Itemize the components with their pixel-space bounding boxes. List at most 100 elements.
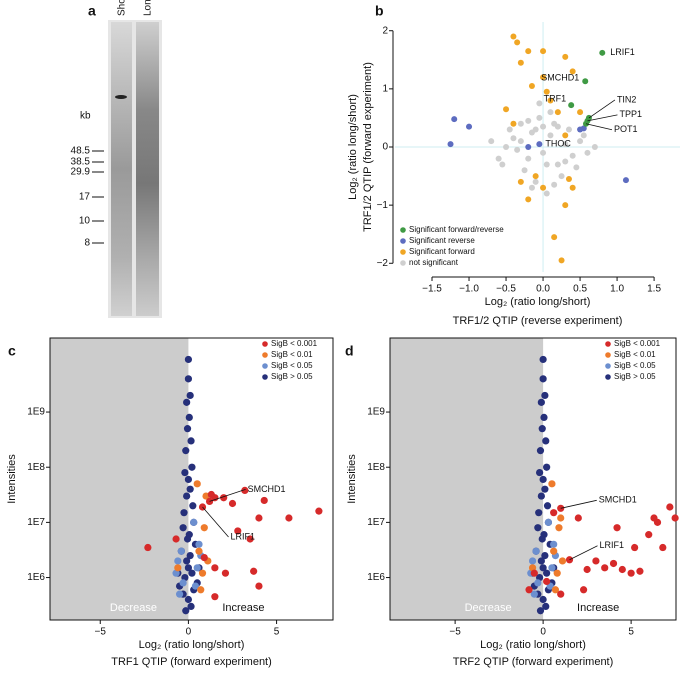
data-point bbox=[537, 398, 545, 406]
data-point bbox=[645, 531, 653, 539]
point-label: TPP1 bbox=[619, 109, 642, 119]
data-point bbox=[532, 547, 540, 555]
data-point bbox=[532, 173, 539, 180]
data-point bbox=[558, 173, 565, 180]
legend-label: SigB < 0.01 bbox=[271, 350, 313, 359]
data-point bbox=[554, 123, 561, 130]
legend-label: Significant forward bbox=[409, 247, 475, 256]
data-point bbox=[517, 120, 524, 127]
y-tick-label: 1E9 bbox=[27, 407, 45, 418]
data-point bbox=[551, 234, 558, 241]
point-label: SMCHD1 bbox=[248, 484, 286, 494]
annotation: Increase bbox=[577, 602, 619, 614]
x-axis-title: Log₂ (ratio long/short) bbox=[480, 639, 586, 651]
data-point bbox=[599, 49, 606, 56]
x-tick-label: −0.5 bbox=[496, 284, 516, 295]
data-point bbox=[539, 595, 547, 604]
data-point bbox=[562, 53, 569, 60]
data-point bbox=[528, 129, 535, 136]
shaded-region bbox=[50, 338, 189, 620]
data-point bbox=[466, 123, 473, 130]
marker-label: 48.5 bbox=[71, 146, 91, 157]
data-point bbox=[550, 540, 558, 548]
data-point bbox=[541, 551, 549, 560]
data-point bbox=[568, 102, 575, 109]
data-point bbox=[521, 167, 528, 174]
legend-marker bbox=[605, 363, 611, 369]
shaded-region bbox=[390, 338, 544, 620]
x-tick-label: 0.5 bbox=[573, 284, 587, 295]
point-label: LRIF1 bbox=[231, 531, 256, 541]
data-point bbox=[548, 564, 556, 572]
data-point bbox=[234, 527, 242, 535]
x-tick-label: −1.5 bbox=[422, 284, 442, 295]
marker-label: 29.9 bbox=[71, 167, 91, 178]
data-point bbox=[653, 518, 662, 526]
data-point bbox=[510, 120, 517, 127]
data-point bbox=[503, 144, 510, 150]
legend-marker bbox=[400, 249, 406, 255]
plot-frame bbox=[49, 337, 334, 621]
data-point bbox=[627, 569, 635, 577]
data-point bbox=[543, 463, 551, 471]
lane-label: Long bbox=[143, 0, 154, 16]
data-point bbox=[451, 116, 458, 123]
data-point bbox=[537, 557, 545, 565]
data-point bbox=[525, 155, 532, 162]
data-point bbox=[609, 559, 618, 568]
y-tick-label: 1E6 bbox=[27, 572, 45, 583]
marker-label: 17 bbox=[79, 192, 91, 203]
scatter-panel: d −5 0 5 1E6 1E7 1E8 1E9 Log₂ (ratio long/short)… bbox=[345, 337, 679, 668]
panel-label: d bbox=[345, 343, 354, 359]
data-point bbox=[181, 468, 189, 477]
data-point bbox=[536, 607, 545, 615]
y-tick-label: 1E9 bbox=[367, 407, 385, 418]
x-tick-label: 0 bbox=[540, 627, 546, 638]
data-point bbox=[553, 569, 561, 577]
data-point bbox=[557, 590, 565, 598]
gel-spot bbox=[115, 95, 127, 99]
data-point bbox=[580, 586, 588, 594]
data-point bbox=[555, 524, 563, 532]
legend-marker bbox=[262, 341, 268, 347]
data-point bbox=[200, 553, 208, 562]
leader-line bbox=[569, 545, 598, 561]
data-point bbox=[543, 569, 551, 577]
marker-label: 38.5 bbox=[71, 157, 91, 168]
data-point bbox=[183, 398, 191, 406]
leader-line bbox=[209, 489, 246, 502]
scatter-panel: c −5 0 5 1E6 1E7 1E8 1E9 Log₂ (ratio long/short)… bbox=[6, 337, 334, 668]
data-point bbox=[186, 391, 194, 400]
point-label: TRF1 bbox=[544, 94, 567, 104]
y-axis-title: Log₂ (ratio long/short) bbox=[347, 94, 359, 200]
legend-marker bbox=[605, 341, 611, 347]
data-point bbox=[539, 355, 547, 364]
y-tick-label: 0 bbox=[382, 142, 388, 153]
legend-label: Significant reverse bbox=[409, 236, 475, 245]
data-point bbox=[569, 152, 576, 159]
data-point bbox=[195, 547, 203, 555]
y-tick-label: 1E8 bbox=[27, 462, 45, 473]
data-point bbox=[510, 33, 517, 40]
data-point bbox=[562, 202, 569, 209]
data-point bbox=[211, 593, 219, 601]
data-point bbox=[183, 492, 191, 500]
data-point bbox=[539, 564, 547, 572]
data-point bbox=[536, 100, 543, 107]
legend-marker bbox=[262, 363, 268, 369]
data-point bbox=[539, 375, 547, 383]
data-point bbox=[189, 502, 197, 510]
legend-marker bbox=[262, 352, 268, 358]
legend-label: SigB < 0.05 bbox=[271, 361, 313, 370]
data-point bbox=[517, 138, 524, 145]
data-point bbox=[447, 141, 454, 148]
leader-line bbox=[560, 499, 597, 509]
data-point bbox=[613, 524, 621, 532]
y-axis-title: Intensities bbox=[346, 454, 358, 504]
data-point bbox=[554, 161, 561, 168]
data-point bbox=[541, 485, 549, 493]
data-point bbox=[542, 602, 550, 610]
data-point bbox=[547, 109, 554, 116]
data-point bbox=[547, 132, 554, 139]
data-point bbox=[183, 557, 191, 565]
